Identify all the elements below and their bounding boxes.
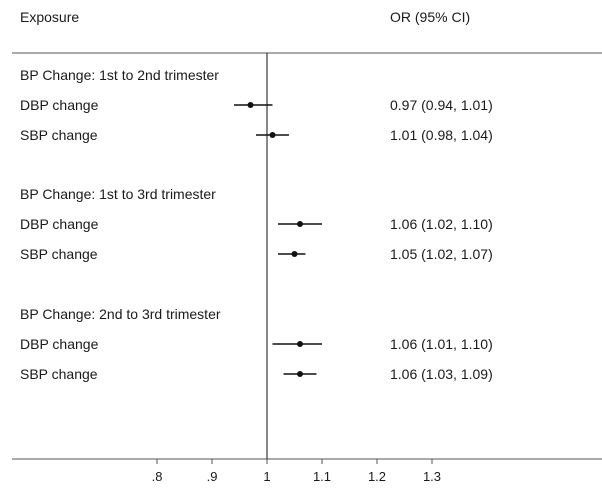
x-tick-label: .8	[152, 469, 163, 484]
header-exposure: Exposure	[20, 9, 79, 25]
group-title: BP Change: 2nd to 3rd trimester	[20, 306, 221, 322]
group-title: BP Change: 1st to 2nd trimester	[20, 67, 219, 83]
estimate-text: 1.06 (1.02, 1.10)	[390, 216, 493, 232]
x-tick-label: .9	[207, 469, 218, 484]
estimate-text: 0.97 (0.94, 1.01)	[390, 97, 493, 113]
row-label: SBP change	[20, 366, 98, 382]
x-tick-label: 1.1	[313, 469, 331, 484]
estimate-text: 1.05 (1.02, 1.07)	[390, 246, 493, 262]
point-estimate	[291, 251, 298, 257]
x-tick-label: 1.2	[368, 469, 386, 484]
estimate-text: 1.01 (0.98, 1.04)	[390, 127, 493, 143]
row-label: SBP change	[20, 246, 98, 262]
group-title: BP Change: 1st to 3rd trimester	[20, 186, 216, 202]
row-label: DBP change	[20, 216, 99, 232]
estimate-text: 1.06 (1.03, 1.09)	[390, 366, 493, 382]
row-label: SBP change	[20, 127, 98, 143]
estimate-text: 1.06 (1.01, 1.10)	[390, 336, 493, 352]
row-label: DBP change	[20, 97, 99, 113]
point-estimate	[269, 132, 276, 138]
x-tick-label: 1.3	[423, 469, 441, 484]
row-label: DBP change	[20, 336, 99, 352]
point-estimate	[297, 341, 303, 347]
point-estimate	[297, 371, 303, 377]
header-or-ci: OR (95% CI)	[390, 9, 470, 25]
point-estimate	[247, 102, 254, 108]
point-estimate	[297, 221, 303, 227]
x-tick-label: 1	[263, 469, 270, 484]
